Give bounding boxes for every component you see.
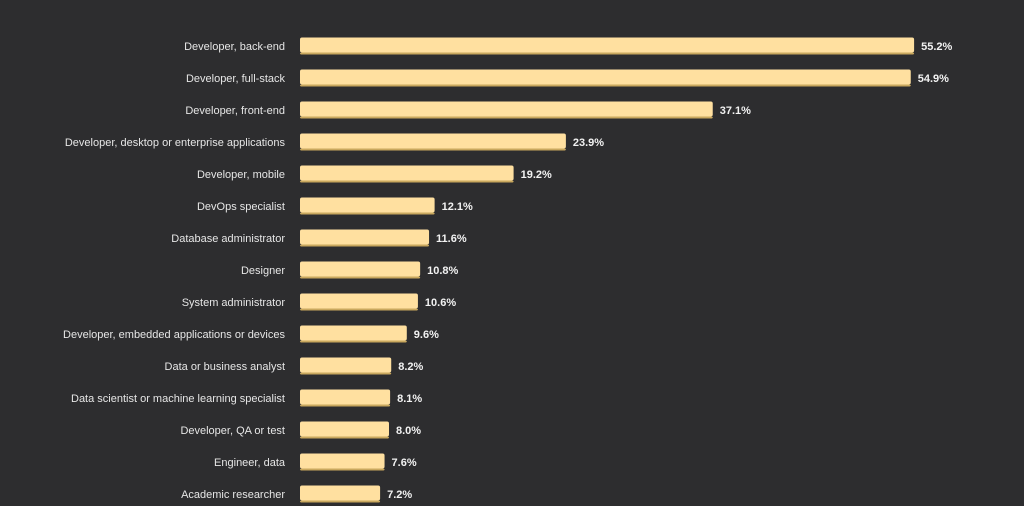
value-label: 12.1%: [442, 201, 473, 213]
bar-row: Database administrator 11.6%: [171, 229, 467, 247]
bar-row: Engineer, data 7.6%: [214, 453, 417, 471]
category-label: Developer, desktop or enterprise applica…: [65, 137, 286, 149]
bar-row: Developer, mobile 19.2%: [197, 165, 552, 183]
value-label: 23.9%: [573, 137, 604, 149]
bar: [300, 133, 566, 149]
bar-shadow: [300, 116, 713, 119]
category-label: Data scientist or machine learning speci…: [71, 393, 285, 405]
value-label: 10.8%: [427, 265, 458, 277]
bar-shadow: [300, 404, 391, 407]
bar: [300, 421, 389, 437]
category-label: Data or business analyst: [165, 361, 285, 373]
bar-row: Developer, front-end 37.1%: [185, 101, 751, 119]
value-label: 8.0%: [396, 425, 421, 437]
bar-shadow: [300, 148, 566, 151]
bar-shadow: [300, 468, 385, 471]
bar-row: Developer, back-end 55.2%: [184, 37, 953, 55]
bar: [300, 389, 391, 405]
bar-row: System administrator 10.6%: [182, 293, 456, 311]
bar-shadow: [300, 244, 430, 247]
value-label: 37.1%: [720, 105, 751, 117]
category-label: Academic researcher: [181, 489, 285, 501]
bar-row: Academic researcher 7.2%: [181, 485, 412, 503]
bar-shadow: [300, 372, 392, 375]
bar: [300, 293, 418, 309]
bar-shadow: [300, 340, 407, 343]
category-label: Database administrator: [171, 233, 285, 245]
value-label: 7.6%: [392, 457, 417, 469]
category-label: Developer, full-stack: [186, 73, 286, 85]
bar: [300, 357, 392, 373]
bar: [300, 229, 430, 245]
category-label: DevOps specialist: [197, 201, 285, 213]
bar-shadow: [300, 276, 421, 279]
bar-shadow: [300, 180, 514, 183]
bar: [300, 165, 514, 181]
value-label: 19.2%: [521, 169, 552, 181]
value-label: 8.1%: [397, 393, 422, 405]
value-label: 54.9%: [918, 73, 949, 85]
bar: [300, 485, 381, 501]
bar-shadow: [300, 500, 381, 503]
bar-row: Developer, desktop or enterprise applica…: [65, 133, 604, 151]
bar: [300, 69, 911, 85]
bar-row: Developer, QA or test 8.0%: [180, 421, 421, 439]
category-label: Developer, back-end: [184, 41, 285, 53]
value-label: 7.2%: [387, 489, 412, 501]
bar-row: Developer, embedded applications or devi…: [63, 325, 439, 343]
bar-row: Designer 10.8%: [241, 261, 459, 279]
value-label: 9.6%: [414, 329, 439, 341]
category-label: Developer, mobile: [197, 169, 285, 181]
bar-row: Data scientist or machine learning speci…: [71, 389, 422, 407]
bar: [300, 197, 435, 213]
value-label: 10.6%: [425, 297, 456, 309]
bar: [300, 325, 407, 341]
value-label: 55.2%: [921, 41, 952, 53]
bar: [300, 101, 713, 117]
bar: [300, 37, 915, 53]
category-label: Developer, front-end: [185, 105, 285, 117]
category-label: System administrator: [182, 297, 286, 309]
bar-shadow: [300, 52, 915, 55]
bar-shadow: [300, 436, 389, 439]
bar: [300, 453, 385, 469]
bar-row: Data or business analyst 8.2%: [165, 357, 424, 375]
category-label: Engineer, data: [214, 457, 286, 469]
category-label: Developer, QA or test: [180, 425, 285, 437]
value-label: 8.2%: [398, 361, 423, 373]
bar-row: Developer, full-stack 54.9%: [186, 69, 949, 87]
value-label: 11.6%: [436, 233, 467, 245]
bar-shadow: [300, 84, 911, 87]
bar: [300, 261, 421, 277]
bar-shadow: [300, 212, 435, 215]
bar-row: DevOps specialist 12.1%: [197, 197, 473, 215]
bar-shadow: [300, 308, 418, 311]
category-label: Developer, embedded applications or devi…: [63, 329, 285, 341]
category-label: Designer: [241, 265, 285, 277]
